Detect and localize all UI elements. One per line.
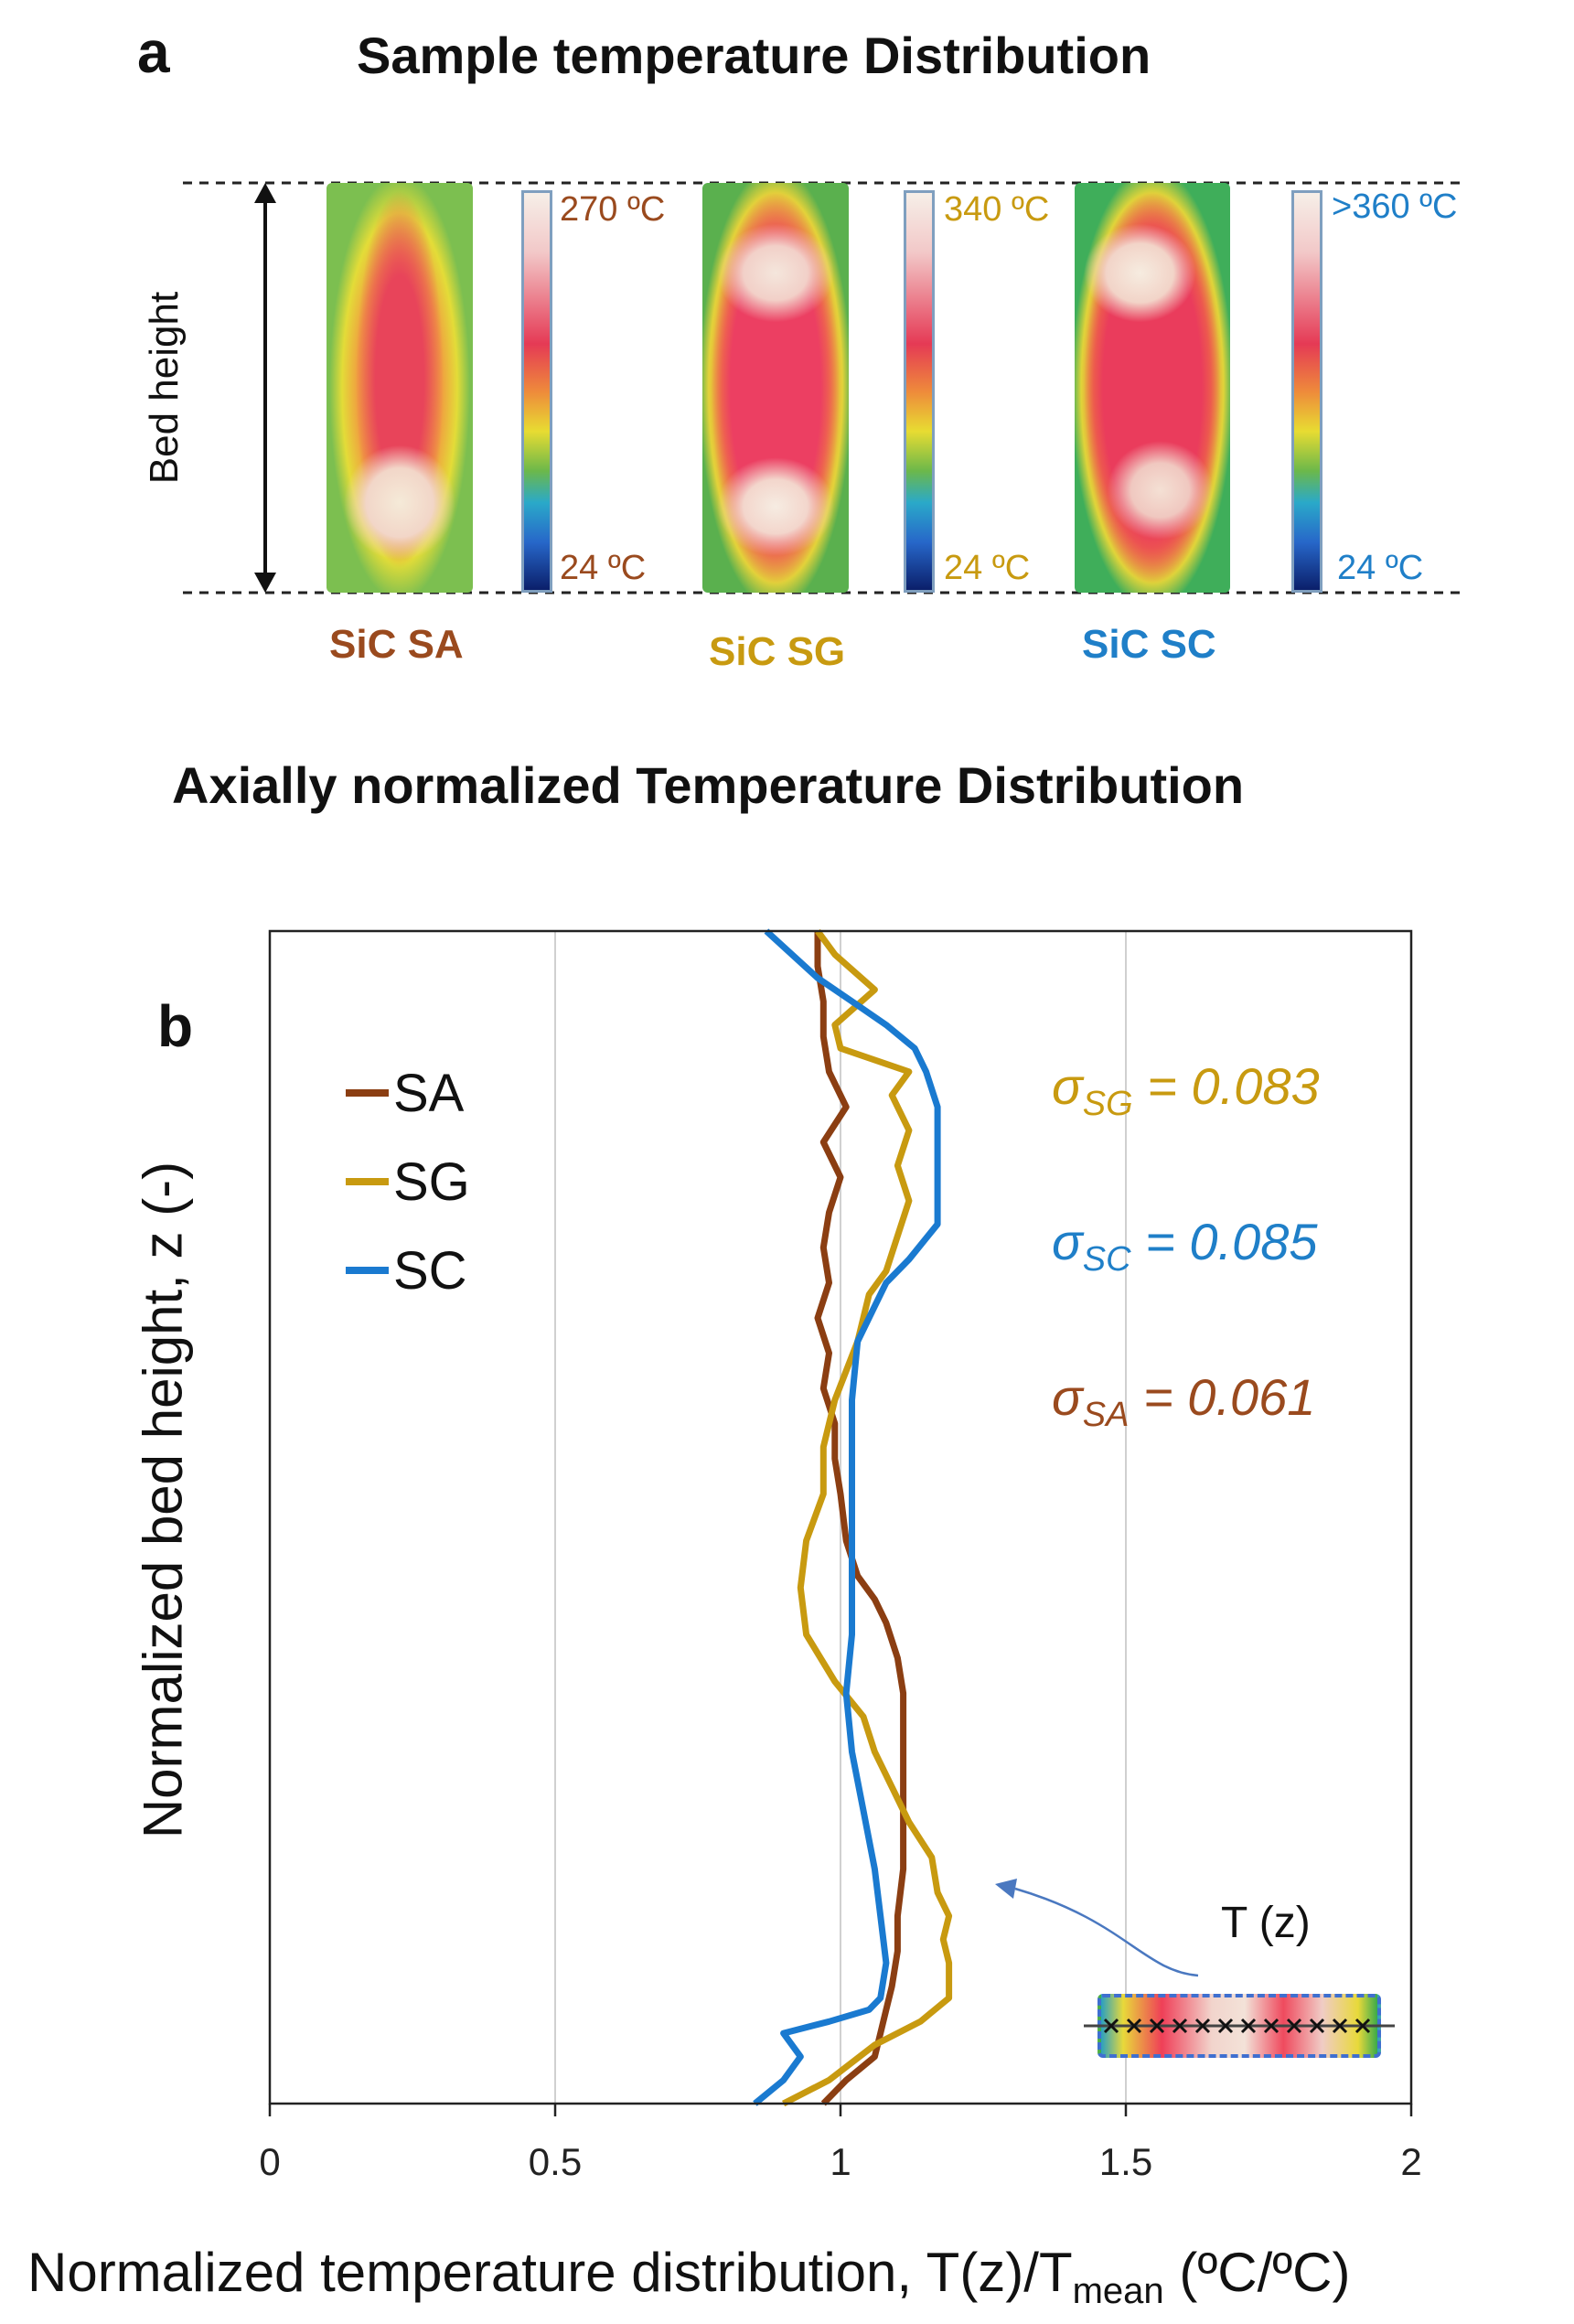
sigma-sa-symbol: σ	[1052, 1368, 1083, 1426]
series-line-SG	[782, 928, 953, 2107]
sa-max-label: 270 ºC	[560, 190, 666, 229]
sc-sample-label: SiC SC	[1082, 622, 1216, 667]
sa-min-label: 24 ºC	[560, 549, 647, 587]
sigma-sa-sub: SA	[1082, 1396, 1130, 1435]
sc-color-scale	[1291, 190, 1322, 593]
x-axis-label-main: Normalized temperature distribution, T(z…	[27, 2242, 1073, 2303]
sa-thermal-image	[327, 183, 473, 593]
probe-mark	[1172, 2018, 1188, 2034]
x-axis-label-sub: mean	[1072, 2271, 1164, 2311]
panel-b-letter: b	[157, 993, 194, 1059]
sc-max-label: >360 ºC	[1332, 187, 1458, 226]
probe-mark	[1240, 2018, 1257, 2034]
probe-mark	[1194, 2018, 1211, 2034]
sg-thermal-image	[702, 183, 849, 593]
y-axis-label: Normalized bed height, z (-)	[132, 1161, 194, 1839]
bed-height-guides	[183, 181, 1463, 594]
sa-color-scale	[521, 190, 552, 593]
sg-sample-label: SiC SG	[709, 629, 846, 674]
probe-mark	[1286, 2018, 1302, 2034]
x-axis-label-units: (ºC/ºC)	[1163, 2242, 1351, 2303]
x-tick-label: 1	[830, 2140, 851, 2183]
x-tick-label: 2	[1400, 2140, 1421, 2183]
probe-mark	[1126, 2018, 1142, 2034]
x-tick-label: 0	[259, 2140, 280, 2183]
sigma-sa: σSA = 0.061	[1052, 1367, 1315, 1435]
sigma-sg-sub: SG	[1082, 1085, 1133, 1124]
x-tick-label: 1.5	[1099, 2140, 1152, 2183]
panel-a-letter: a	[137, 19, 170, 85]
sa-sample-label: SiC SA	[329, 622, 464, 667]
sg-max-label: 340 ºC	[944, 190, 1050, 229]
sigma-sg-value: = 0.083	[1147, 1057, 1320, 1115]
sigma-sc-sub: SC	[1082, 1240, 1131, 1280]
probe-mark	[1217, 2018, 1234, 2034]
sg-color-scale	[904, 190, 935, 593]
sigma-sc-value: = 0.085	[1145, 1213, 1318, 1270]
series-line-SC	[753, 928, 941, 2106]
sc-min-label: 24 ºC	[1337, 549, 1424, 587]
panel-b-title: Axially normalized Temperature Distribut…	[172, 756, 1245, 814]
sigma-sg-symbol: σ	[1052, 1057, 1083, 1115]
sigma-sa-value: = 0.061	[1143, 1368, 1316, 1426]
panel-a-title: Sample temperature Distribution	[357, 27, 1151, 84]
series-line-SA	[814, 931, 907, 2106]
probe-mark	[1263, 2018, 1280, 2034]
probe-mark	[1103, 2018, 1119, 2034]
inset-label: T (z)	[1221, 1899, 1311, 1947]
sigma-sc-symbol: σ	[1052, 1213, 1083, 1270]
x-tick-label: 0.5	[529, 2140, 582, 2183]
sigma-sg: σSG = 0.083	[1052, 1056, 1320, 1124]
legend-label-SA: SA	[393, 1064, 465, 1123]
sigma-sc: σSC = 0.085	[1052, 1212, 1318, 1280]
sg-min-label: 24 ºC	[944, 549, 1031, 587]
legend-label-SG: SG	[393, 1152, 470, 1212]
inset-arrow	[995, 1879, 1199, 1977]
probe-mark	[1354, 2018, 1371, 2034]
legend-label-SC: SC	[393, 1241, 467, 1301]
probe-mark	[1309, 2018, 1325, 2034]
inset-probe-line	[1084, 2018, 1395, 2034]
x-axis-label: Normalized temperature distribution, T(z…	[27, 2241, 1350, 2312]
probe-mark	[1332, 2018, 1348, 2034]
sc-thermal-image	[1075, 183, 1230, 593]
probe-mark	[1149, 2018, 1165, 2034]
